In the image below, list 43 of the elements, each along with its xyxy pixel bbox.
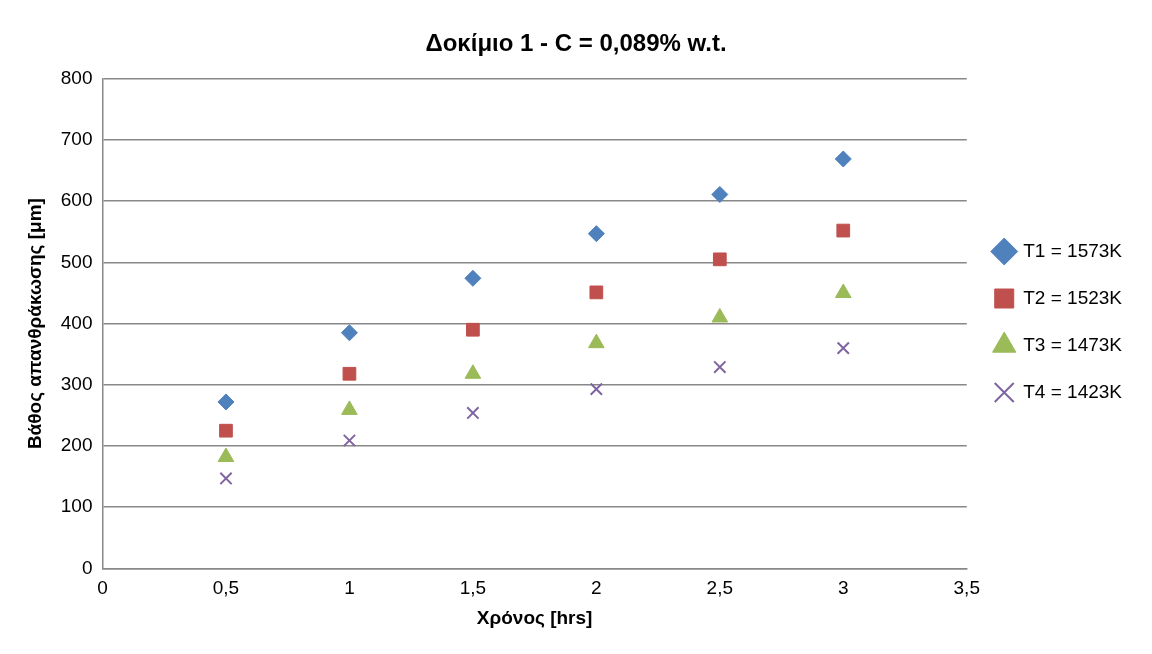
point [836, 341, 850, 355]
point [836, 223, 851, 238]
legend-label: T3 = 1473K [1023, 333, 1123, 355]
point [711, 185, 729, 203]
x-tick-label: 1 [344, 577, 355, 599]
x-axis-title: Χρόνος [hrs] [476, 606, 593, 628]
y-tick-label: 0 [81, 556, 93, 578]
y-tick-label: 200 [60, 434, 93, 456]
point [466, 406, 480, 420]
point [587, 225, 605, 243]
point [589, 285, 604, 300]
y-tick-label: 700 [60, 128, 93, 150]
point [217, 393, 235, 411]
chart-title: Δοκίμιο 1 - C = 0,089% w.t. [425, 29, 727, 57]
point [834, 150, 852, 168]
point [342, 366, 357, 381]
point [219, 423, 233, 438]
x-tick-label: 0,5 [212, 577, 240, 599]
y-tick-label: 300 [60, 373, 93, 395]
point [217, 447, 235, 463]
point [340, 324, 358, 342]
x-tick-label: 3,5 [953, 577, 980, 599]
x-tick-label: 2 [591, 577, 602, 599]
legend-label: T1 = 1573K [1023, 239, 1123, 261]
y-tick-label: 800 [60, 67, 93, 89]
point [589, 382, 604, 396]
x-tick-label: 2,5 [706, 577, 734, 599]
legend-label: T4 = 1423K [1023, 380, 1123, 402]
y-axis-title: Βάθος απανθράκωσης [μm] [23, 198, 45, 450]
point [464, 269, 482, 287]
point [219, 471, 233, 486]
x-tick-label: 1,5 [459, 577, 487, 599]
y-tick-label: 100 [60, 495, 93, 517]
point [466, 322, 480, 337]
point [713, 360, 727, 374]
y-tick-label: 400 [60, 311, 93, 333]
x-tick-label: 3 [837, 577, 849, 599]
point [712, 252, 727, 267]
y-tick-label: 500 [60, 250, 93, 272]
point [342, 433, 357, 448]
x-tick-label: 0 [97, 577, 108, 599]
y-tick-label: 600 [60, 189, 93, 211]
legend-label: T2 = 1523K [1023, 286, 1123, 308]
